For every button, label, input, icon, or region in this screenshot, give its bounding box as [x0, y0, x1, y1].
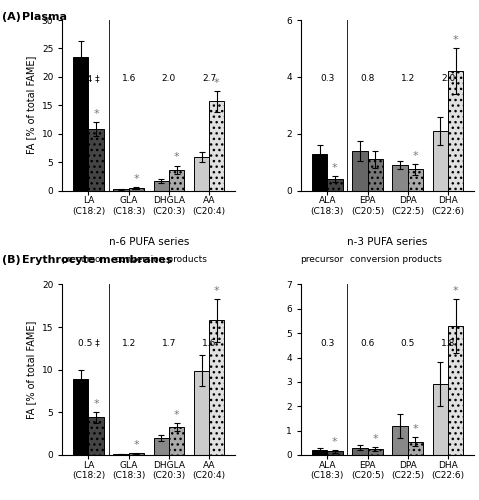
Bar — [129, 188, 144, 190]
Text: precursor: precursor — [300, 255, 343, 264]
Text: *: * — [214, 78, 220, 88]
Bar — [89, 418, 104, 455]
Text: conversion products: conversion products — [115, 255, 207, 264]
Bar — [209, 320, 225, 455]
Text: 0.5 ‡: 0.5 ‡ — [78, 338, 99, 347]
Text: 0.8: 0.8 — [360, 74, 375, 83]
Text: *: * — [93, 400, 99, 409]
Text: *: * — [174, 410, 180, 420]
Text: 0.6: 0.6 — [360, 338, 375, 347]
Bar — [433, 131, 448, 190]
Text: 1.2: 1.2 — [122, 338, 136, 347]
Text: *: * — [134, 174, 139, 184]
Text: *: * — [174, 152, 180, 162]
Y-axis label: FA [% of total FAME]: FA [% of total FAME] — [26, 320, 36, 419]
Text: n-3 PUFA series: n-3 PUFA series — [347, 237, 428, 247]
Bar — [194, 157, 209, 190]
Text: 2.0: 2.0 — [162, 74, 176, 83]
Bar — [129, 454, 144, 455]
Text: *: * — [214, 286, 220, 296]
Bar — [154, 438, 169, 455]
Bar — [194, 370, 209, 455]
Text: 2.0: 2.0 — [441, 74, 455, 83]
Text: 1.7: 1.7 — [162, 338, 176, 347]
Bar — [392, 165, 408, 190]
Text: n-6 PUFA series: n-6 PUFA series — [109, 237, 189, 247]
Text: (B): (B) — [2, 255, 21, 265]
Text: *: * — [134, 440, 139, 450]
Text: *: * — [332, 437, 338, 447]
Bar — [433, 384, 448, 455]
Bar — [312, 450, 327, 455]
Text: *: * — [332, 164, 338, 173]
Bar — [327, 179, 342, 190]
Text: 0.3: 0.3 — [320, 338, 334, 347]
Bar — [73, 379, 89, 455]
Bar — [408, 170, 423, 190]
Bar — [73, 57, 89, 190]
Bar — [352, 448, 367, 455]
Text: *: * — [412, 150, 418, 160]
Bar — [89, 129, 104, 190]
Text: *: * — [412, 424, 418, 434]
Text: Erythrocyte membranes: Erythrocyte membranes — [22, 255, 172, 265]
Text: 0.3: 0.3 — [320, 74, 334, 83]
Bar — [114, 454, 129, 455]
Text: *: * — [453, 286, 458, 296]
Text: 0.4 ‡: 0.4 ‡ — [78, 74, 99, 83]
Text: Plasma: Plasma — [22, 12, 67, 22]
Bar — [169, 170, 184, 190]
Text: (A): (A) — [2, 12, 21, 22]
Bar — [154, 181, 169, 190]
Text: 0.5: 0.5 — [400, 338, 415, 347]
Text: 1.6: 1.6 — [202, 338, 217, 347]
Bar — [448, 326, 463, 455]
Bar — [367, 160, 383, 190]
Bar — [392, 426, 408, 455]
Text: *: * — [372, 434, 378, 444]
Bar — [312, 154, 327, 190]
Text: precursor: precursor — [61, 255, 105, 264]
Text: 1.2: 1.2 — [400, 74, 415, 83]
Bar — [352, 151, 367, 190]
Text: 2.7: 2.7 — [202, 74, 217, 83]
Bar — [209, 102, 225, 190]
Text: *: * — [93, 110, 99, 120]
Bar — [448, 71, 463, 190]
Text: conversion products: conversion products — [350, 255, 442, 264]
Text: 1.6: 1.6 — [122, 74, 136, 83]
Bar — [367, 449, 383, 455]
Bar — [408, 442, 423, 455]
Y-axis label: FA [% of total FAME]: FA [% of total FAME] — [26, 56, 36, 154]
Text: *: * — [453, 36, 458, 46]
Bar — [169, 427, 184, 455]
Text: 1.8: 1.8 — [441, 338, 455, 347]
Bar — [327, 452, 342, 455]
